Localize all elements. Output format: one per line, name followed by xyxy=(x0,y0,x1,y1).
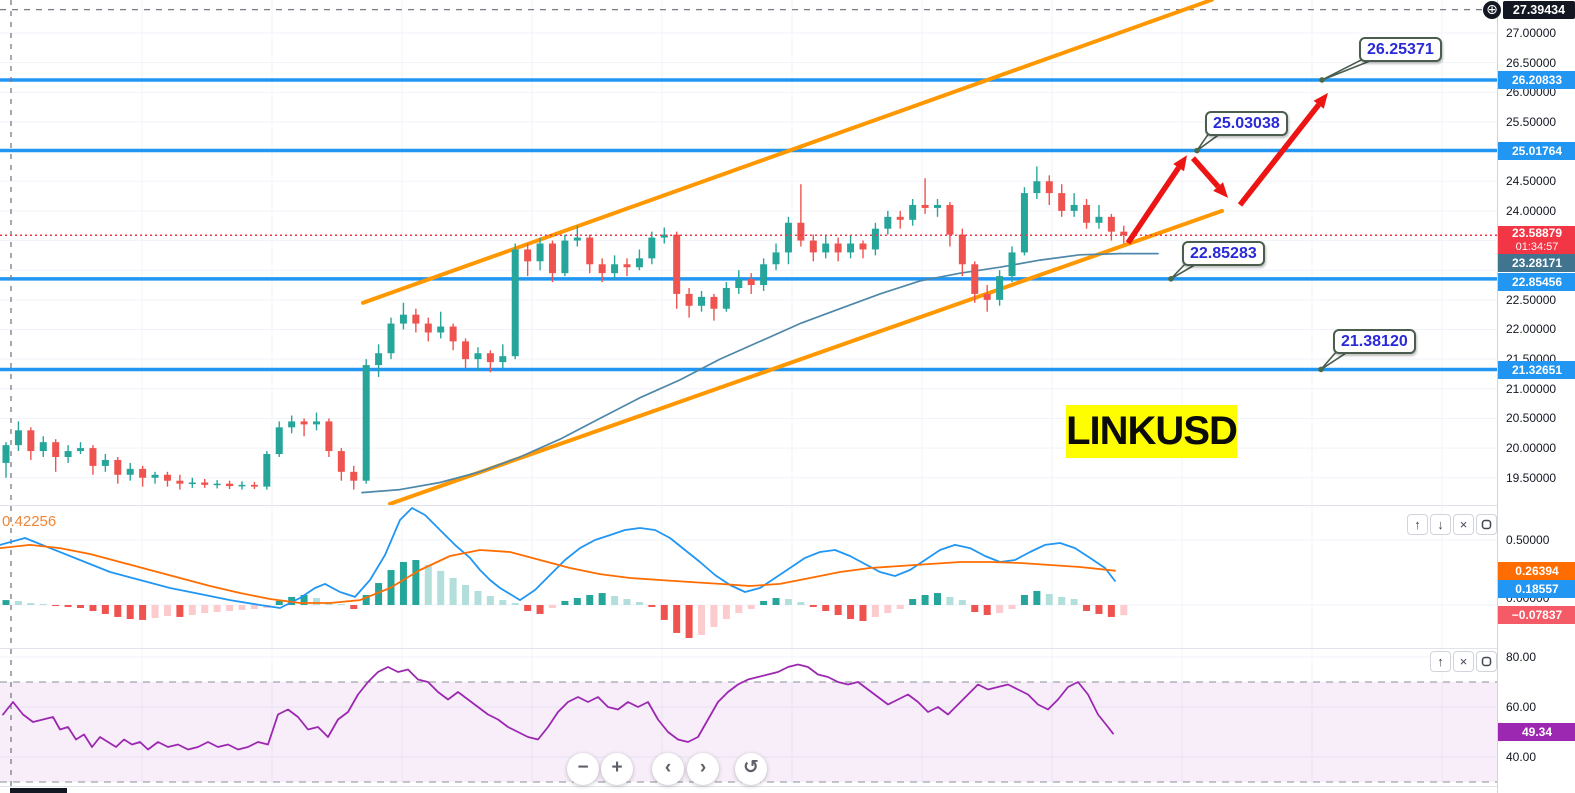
axis-value-label: −0.07837 xyxy=(1498,606,1575,624)
chart-canvas[interactable] xyxy=(0,0,1497,793)
axis-tick: 24.50000 xyxy=(1506,174,1557,188)
reset-button[interactable]: ↺ xyxy=(735,753,767,785)
macd-up-button[interactable]: ↑ xyxy=(1407,514,1428,535)
macd-close-button[interactable]: × xyxy=(1453,514,1474,535)
bar-countdown: 01:34:57 xyxy=(1515,241,1559,253)
axis-tick: 40.00 xyxy=(1506,750,1537,764)
plus-button[interactable]: + xyxy=(601,753,633,785)
plus-circle-icon[interactable]: ⊕ xyxy=(1483,1,1501,19)
axis-value-label: 21.32651 xyxy=(1498,361,1575,379)
macd-maximize-button[interactable] xyxy=(1476,514,1497,535)
rsi-line xyxy=(2,663,1114,751)
axis-value-label: 22.85456 xyxy=(1498,273,1575,291)
axis-tick: 24.00000 xyxy=(1506,204,1557,218)
panel-separator xyxy=(0,786,1575,787)
moving-average-line xyxy=(361,252,1159,494)
last-price-value: 23.58879 xyxy=(1511,226,1563,240)
axis-tick: 20.00000 xyxy=(1506,441,1557,455)
macd-histogram xyxy=(2,560,1128,639)
minus-button[interactable]: − xyxy=(567,753,599,785)
grid-lines xyxy=(0,0,1497,786)
candlestick-series xyxy=(2,166,1128,490)
projection-arrows xyxy=(1125,92,1328,245)
callout-tails xyxy=(1168,58,1376,373)
axis-tick: 0.50000 xyxy=(1506,533,1550,547)
axis-tick: 25.50000 xyxy=(1506,115,1557,129)
axis-value-label: 23.28171 xyxy=(1498,254,1575,272)
price-target-callout[interactable]: 26.25371 xyxy=(1359,37,1442,62)
maximize-icon xyxy=(1481,519,1492,530)
axis-tick: 27.00000 xyxy=(1506,26,1557,40)
panel-separator[interactable] xyxy=(0,505,1575,506)
macd-lines xyxy=(0,507,1116,609)
symbol-watermark-label[interactable]: LINKUSD xyxy=(1066,405,1238,458)
axis-tick: 19.50000 xyxy=(1506,471,1557,485)
trend-channel-lines xyxy=(361,0,1224,506)
axis-tick: 60.00 xyxy=(1506,700,1537,714)
macd-value-readout: 0.42256 xyxy=(2,513,57,530)
axis-value-label: 26.20833 xyxy=(1498,71,1575,89)
axis-tick: 20.50000 xyxy=(1506,411,1557,425)
maximize-icon xyxy=(1481,656,1492,667)
axis-value-label: 0.18557 xyxy=(1498,580,1575,598)
macd-down-button[interactable]: ↓ xyxy=(1430,514,1451,535)
axis-tick: 80.00 xyxy=(1506,650,1537,664)
price-target-callout[interactable]: 21.38120 xyxy=(1333,329,1416,354)
rsi-up-button[interactable]: ↑ xyxy=(1430,651,1451,672)
price-target-callout[interactable]: 22.85283 xyxy=(1182,241,1265,266)
axis-value-label: 25.01764 xyxy=(1498,142,1575,160)
price-target-callout[interactable]: 25.03038 xyxy=(1205,111,1288,136)
axis-value-label: 49.34 xyxy=(1498,723,1575,741)
price-axis[interactable]: 23.58879 01:34:57 27.00000 26.50000 26.000… xyxy=(1497,0,1575,793)
rsi-close-button[interactable]: × xyxy=(1453,651,1474,672)
last-price-label: 23.58879 01:34:57 xyxy=(1498,226,1575,255)
axis-tick: 21.00000 xyxy=(1506,382,1557,396)
drawing-level-label: 27.39434 xyxy=(1503,1,1575,19)
panel-separator[interactable] xyxy=(0,648,1575,649)
axis-tick: 26.50000 xyxy=(1506,56,1557,70)
axis-tick: 22.50000 xyxy=(1506,293,1557,307)
chevron-right-button[interactable]: › xyxy=(687,753,719,785)
axis-tick: 22.00000 xyxy=(1506,322,1557,336)
axis-value-label: 0.26394 xyxy=(1498,562,1575,580)
chevron-left-button[interactable]: ‹ xyxy=(652,753,684,785)
rsi-maximize-button[interactable] xyxy=(1476,651,1497,672)
support-resistance-lines xyxy=(0,78,1497,372)
time-axis-label-stub xyxy=(10,788,67,793)
